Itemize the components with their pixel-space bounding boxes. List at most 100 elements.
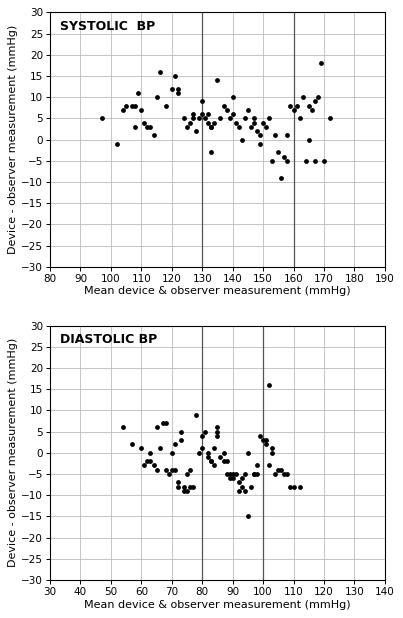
Point [263, 122, 269, 132]
Point [168, 83, 175, 93]
Point [233, 469, 239, 479]
Point [120, 105, 126, 115]
Point [162, 465, 169, 475]
Text: SYSTOLIC  BP: SYSTOLIC BP [60, 20, 155, 33]
Point [196, 114, 202, 124]
Point [174, 83, 181, 93]
Point [220, 448, 227, 458]
Point [287, 101, 294, 111]
Point [211, 444, 218, 454]
Point [254, 126, 260, 136]
Point [211, 460, 218, 470]
Point [251, 114, 257, 124]
Point [193, 126, 199, 136]
Point [199, 109, 206, 119]
Point [251, 117, 257, 127]
Point [257, 431, 263, 441]
Point [168, 465, 175, 475]
Point [184, 469, 190, 479]
Point [248, 481, 254, 491]
X-axis label: Mean device & observer measurement (mmHg): Mean device & observer measurement (mmHg… [84, 287, 351, 297]
Point [269, 444, 275, 454]
Point [138, 105, 145, 115]
Point [150, 130, 157, 140]
Point [245, 105, 251, 115]
Point [99, 114, 105, 124]
Point [208, 147, 214, 157]
Point [278, 465, 285, 475]
Point [120, 422, 126, 432]
Point [235, 486, 242, 496]
Point [187, 481, 193, 491]
Point [229, 469, 236, 479]
Point [156, 444, 163, 454]
Point [135, 88, 141, 98]
Point [162, 418, 169, 428]
Point [241, 469, 248, 479]
Point [260, 117, 266, 127]
Point [296, 481, 303, 491]
Point [254, 460, 260, 470]
Point [208, 456, 214, 466]
Point [263, 435, 269, 445]
Point [141, 460, 147, 470]
Point [284, 130, 291, 140]
Point [296, 114, 303, 124]
Point [239, 473, 245, 483]
Point [223, 105, 230, 115]
Point [235, 478, 242, 488]
Point [132, 122, 139, 132]
Point [187, 117, 193, 127]
Point [275, 465, 282, 475]
Point [281, 151, 288, 161]
Point [263, 439, 269, 449]
Point [156, 67, 163, 77]
Point [312, 96, 318, 106]
Point [211, 117, 218, 127]
Point [147, 122, 154, 132]
Point [172, 465, 178, 475]
Point [302, 156, 309, 166]
Point [168, 448, 175, 458]
Point [166, 469, 172, 479]
Point [226, 469, 233, 479]
Point [269, 156, 275, 166]
Point [178, 426, 184, 436]
Point [266, 460, 272, 470]
Point [205, 448, 212, 458]
Point [235, 122, 242, 132]
Point [199, 96, 206, 106]
Point [214, 75, 221, 85]
Point [147, 456, 154, 466]
Point [205, 117, 212, 127]
Point [312, 156, 318, 166]
Point [205, 452, 212, 462]
Point [239, 481, 245, 491]
Point [284, 156, 291, 166]
Point [290, 105, 297, 115]
Point [257, 130, 263, 140]
Point [275, 147, 282, 157]
Point [160, 418, 166, 428]
Point [241, 114, 248, 124]
Point [129, 439, 135, 449]
Point [144, 456, 151, 466]
Point [229, 473, 236, 483]
Point [199, 431, 206, 441]
Point [153, 465, 160, 475]
Point [284, 469, 291, 479]
Point [138, 444, 145, 454]
Point [272, 130, 278, 140]
Point [223, 456, 230, 466]
Point [278, 173, 285, 183]
Point [208, 122, 214, 132]
X-axis label: Mean device & observer measurement (mmHg): Mean device & observer measurement (mmHg… [84, 599, 351, 610]
Point [193, 410, 199, 420]
Point [174, 88, 181, 98]
Point [309, 105, 315, 115]
Point [321, 156, 327, 166]
Point [220, 456, 227, 466]
Point [269, 448, 275, 458]
Point [144, 122, 151, 132]
Point [233, 117, 239, 127]
